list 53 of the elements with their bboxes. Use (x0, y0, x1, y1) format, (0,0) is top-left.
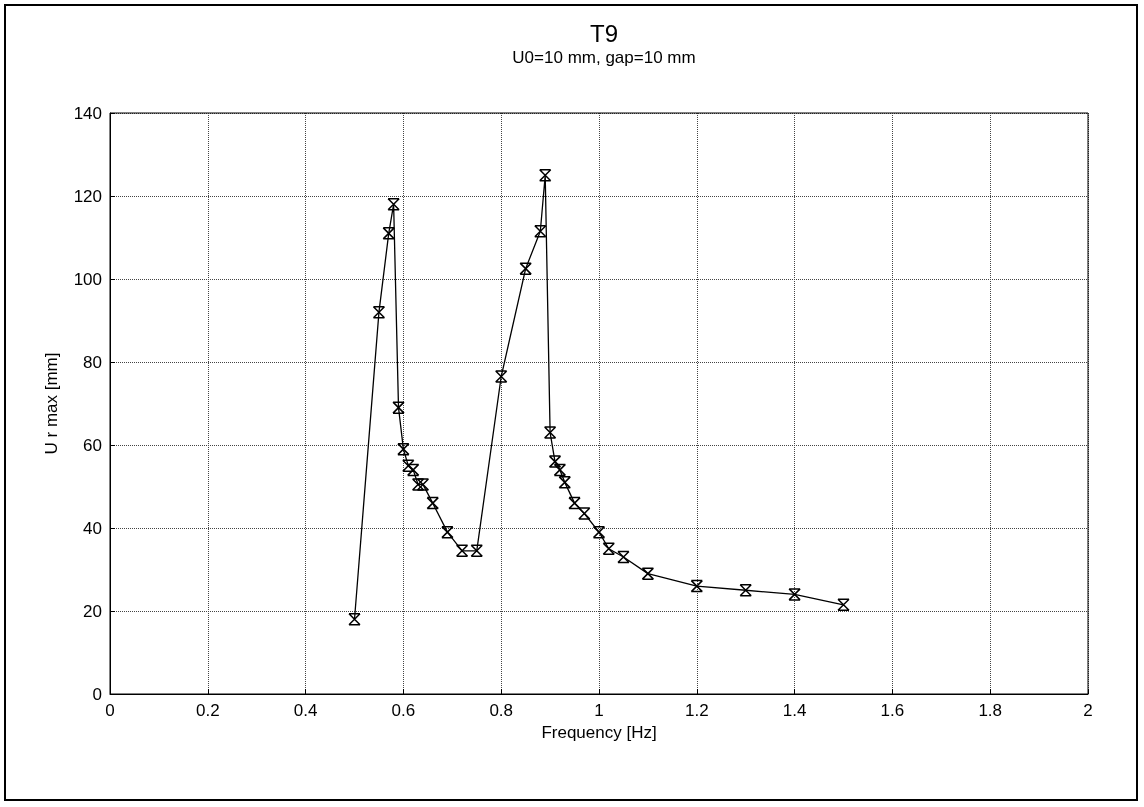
point (543, 426, 557, 439)
point (406, 463, 420, 477)
x-tick-label: 1.8 (978, 701, 1003, 720)
point (602, 542, 616, 555)
point (690, 579, 704, 593)
x-axis-title: Frequency [Hz] (541, 723, 657, 742)
chart-title: T9 (589, 19, 619, 47)
y-tick-label: 0 (92, 684, 102, 704)
y-tick-label: 60 (83, 435, 102, 455)
point (402, 459, 415, 472)
point (739, 584, 752, 597)
point (372, 305, 386, 319)
x-tick-label: 0.4 (293, 701, 318, 720)
point (441, 525, 454, 539)
point (558, 476, 572, 489)
y-tick-label: 40 (83, 518, 102, 538)
y-tick-label: 100 (73, 269, 102, 289)
point (426, 496, 439, 510)
x-tick-label: 0 (105, 701, 115, 720)
point (538, 169, 552, 182)
point (455, 544, 469, 558)
y-tick-label: 140 (73, 103, 102, 123)
point (382, 227, 395, 240)
x-tick-label: 2 (1083, 701, 1093, 720)
point (494, 370, 508, 383)
point (348, 613, 361, 626)
y-tick-label: 120 (73, 186, 102, 206)
point (519, 262, 532, 275)
point (416, 478, 430, 491)
point (534, 225, 547, 238)
x-tick-label: 1.2 (684, 701, 709, 720)
point (470, 544, 483, 558)
point (397, 442, 410, 456)
point (548, 455, 562, 468)
x-tick-label: 1.6 (880, 701, 905, 720)
x-tick-label: 0.6 (391, 701, 416, 720)
point (641, 567, 655, 580)
x-tick-label: 0.8 (489, 701, 514, 720)
point (411, 478, 425, 491)
chart-subtitle: U0=10 mm, gap=10 mm (512, 48, 696, 67)
point (392, 401, 405, 414)
x-tick-label: 1 (594, 701, 604, 720)
x-tick-label: 1.4 (782, 701, 807, 720)
point (592, 525, 606, 539)
point (617, 550, 630, 564)
point (553, 463, 567, 477)
point (387, 198, 400, 211)
y-tick-label: 80 (83, 352, 102, 372)
point (837, 598, 850, 612)
point (788, 588, 801, 601)
y-tick-label: 20 (83, 601, 102, 621)
y-axis-title: U r max [mm] (42, 352, 61, 455)
x-tick-label: 0.2 (195, 701, 220, 720)
